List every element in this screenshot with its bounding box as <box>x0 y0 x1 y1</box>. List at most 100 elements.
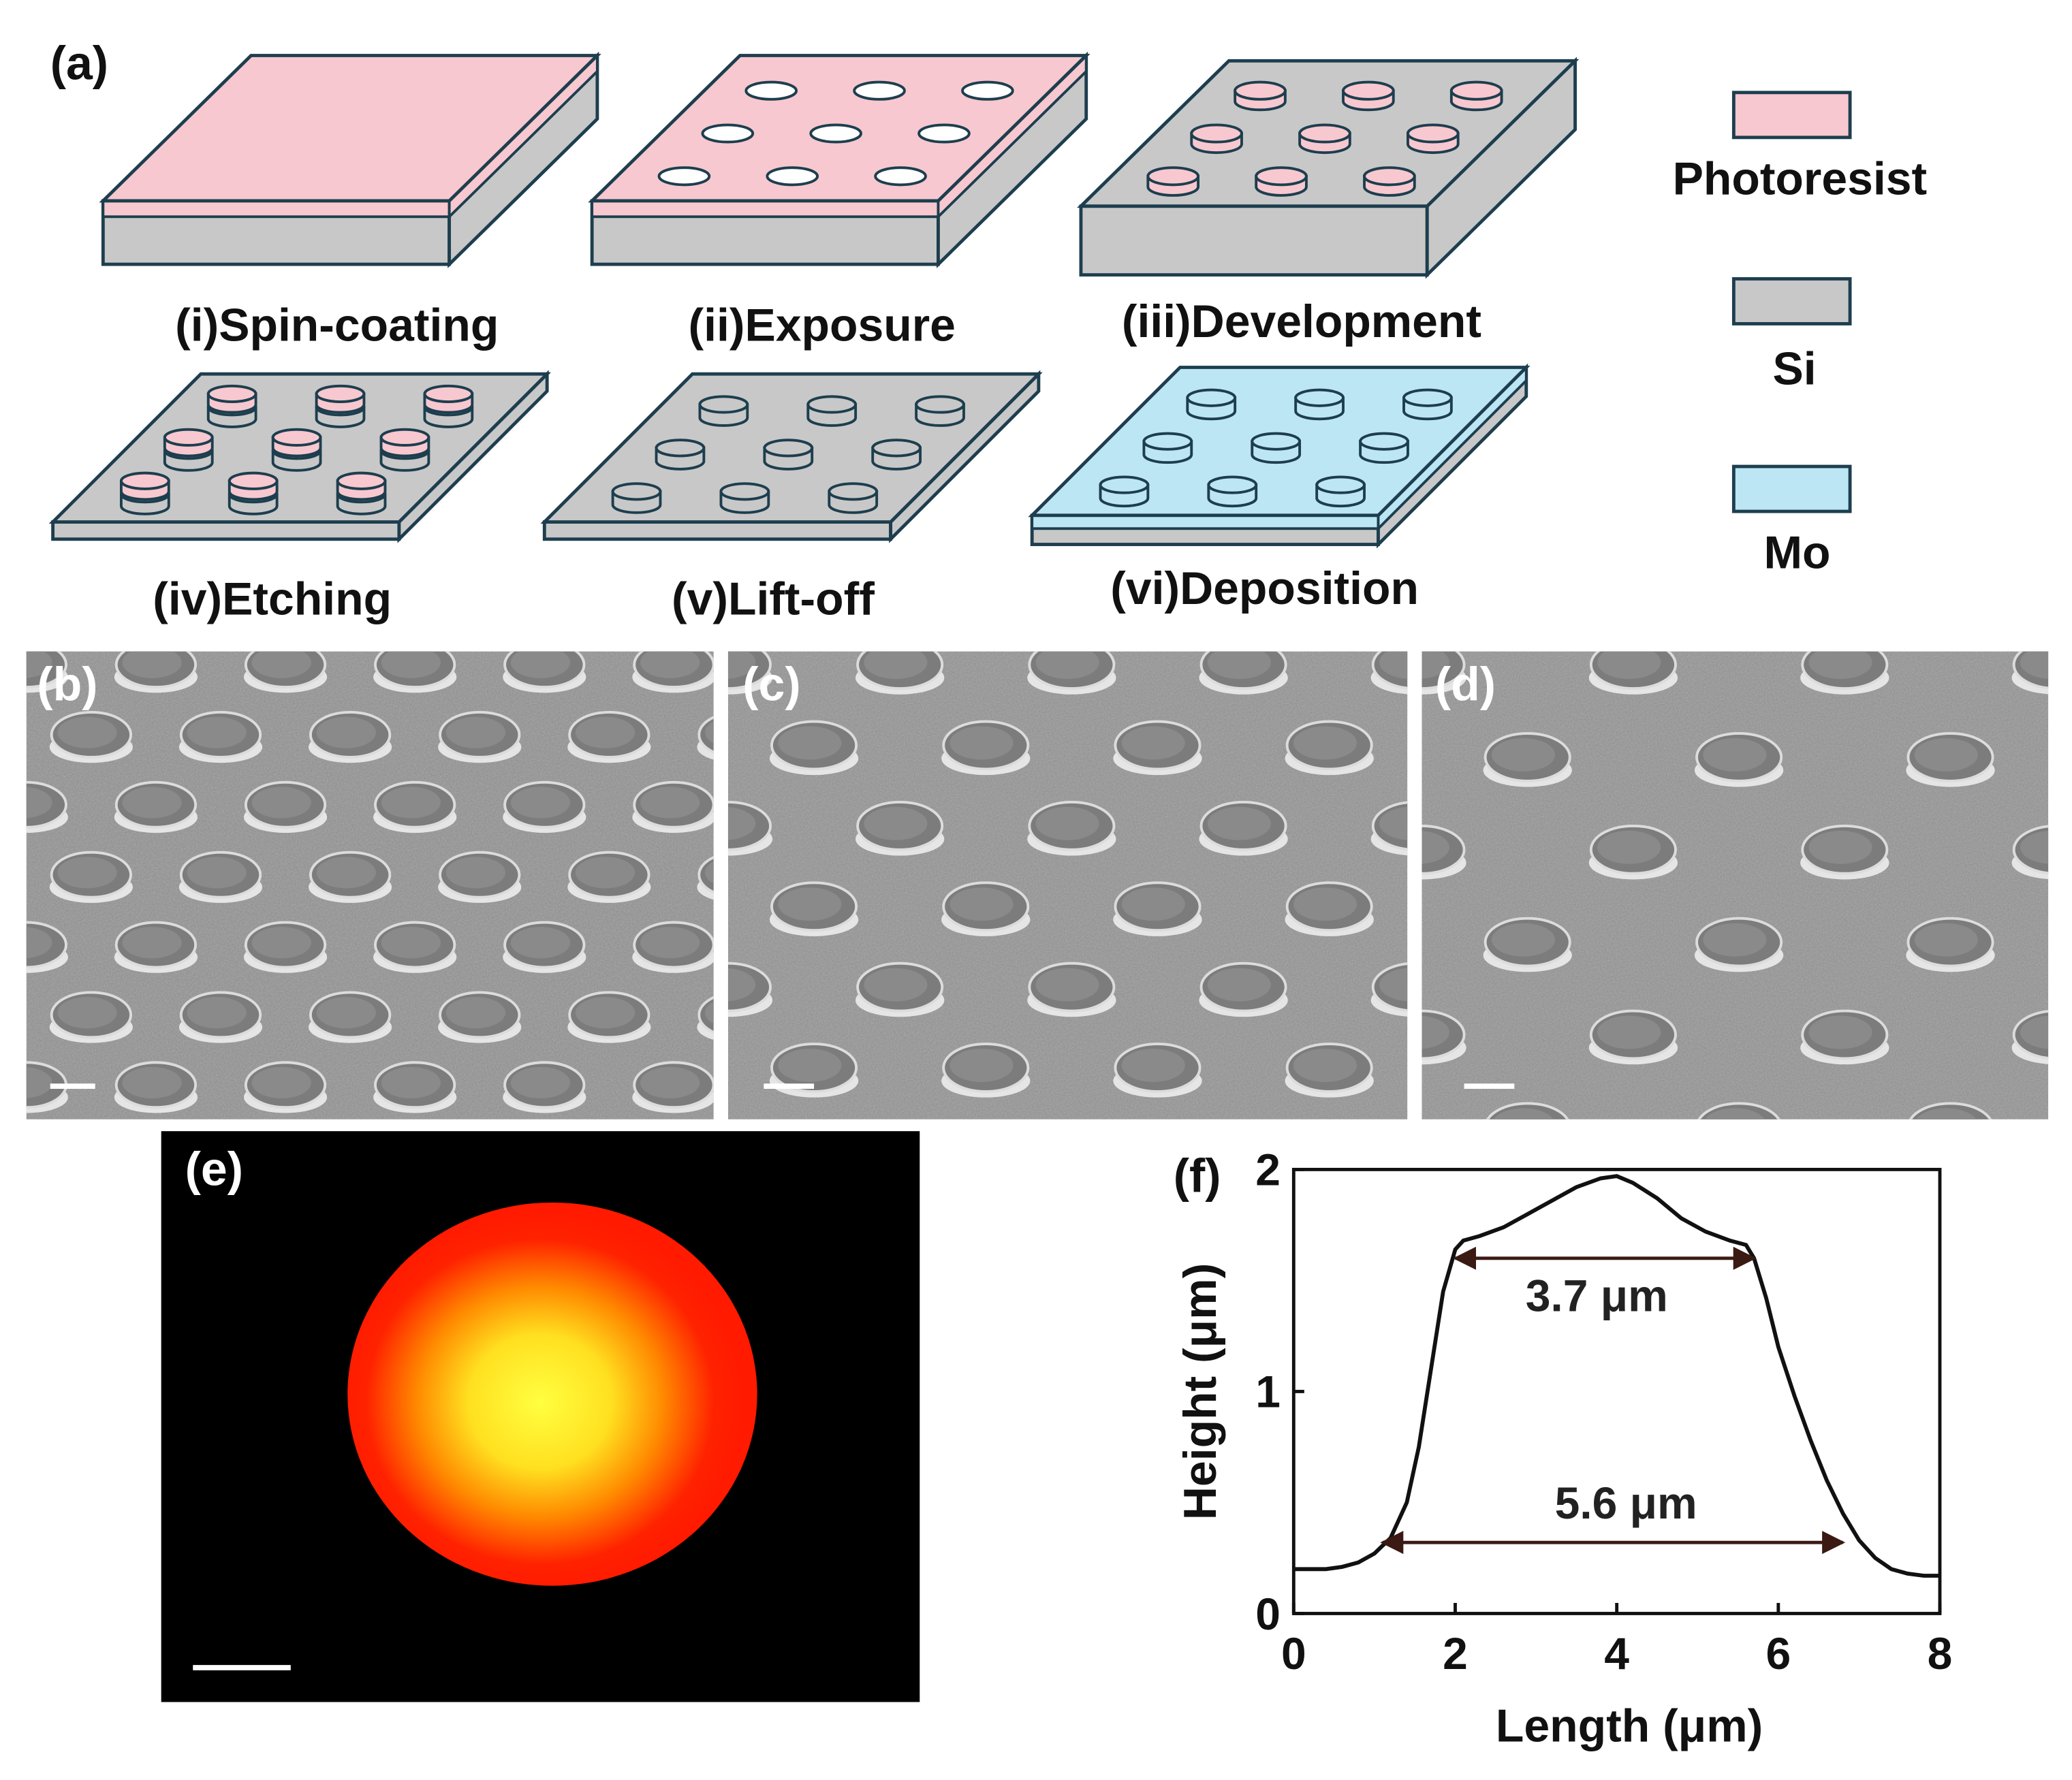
sem-pillar <box>49 851 133 903</box>
y-tick-label: 2 <box>1255 1145 1281 1195</box>
sem-pillar <box>1113 881 1202 936</box>
sem-pillar <box>26 780 68 833</box>
legend-label-photoresist: Photoresist <box>1673 153 1928 204</box>
exposed-hole <box>657 166 711 187</box>
sem-pillar <box>309 711 392 763</box>
si-pillar <box>698 395 749 427</box>
sem-pillar <box>2011 1010 2049 1064</box>
sem-pillar <box>1486 1102 1569 1119</box>
sem-pillar <box>1800 651 1889 695</box>
legend: Photoresist Si Mo <box>1673 91 1928 578</box>
legend-swatch-si <box>1731 277 1852 325</box>
film-front-face <box>1031 513 1380 530</box>
mo-pillar <box>1207 475 1258 508</box>
sem-pillar <box>632 651 714 693</box>
x-tick-label: 8 <box>1928 1628 1953 1679</box>
mo-pillar <box>1294 388 1345 421</box>
legend-swatch-mo <box>1731 464 1852 513</box>
panel-e-hotspot <box>347 1202 757 1586</box>
sem-pillar <box>1694 732 1784 787</box>
sem-pillar <box>1906 917 1995 972</box>
exposed-hole <box>701 123 755 144</box>
exposed-hole <box>744 80 798 101</box>
sem-pillar <box>26 921 68 973</box>
y-tick-label: 1 <box>1255 1367 1281 1417</box>
sem-pillar <box>769 881 859 936</box>
photoresist-pillar <box>1298 123 1351 154</box>
sem-pillar <box>309 991 392 1043</box>
exposed-hole <box>853 80 906 101</box>
sem-pillar <box>1199 801 1288 856</box>
sem-pillar <box>243 780 328 833</box>
sem-pillar <box>49 711 133 763</box>
sem-pillar <box>941 881 1031 936</box>
sem-pillar <box>567 851 651 903</box>
chart-series-line <box>1293 1174 1940 1578</box>
etched-pillar <box>227 471 279 515</box>
sem-pillar <box>2011 825 2049 880</box>
step-label-spin-coating: (i)Spin-coating <box>175 300 499 351</box>
exposed-hole <box>809 123 862 144</box>
exposed-hole <box>917 123 971 144</box>
panel-e-intensity-image: (e) <box>161 1131 920 1702</box>
step-label-deposition: (vi)Deposition <box>1110 563 1419 614</box>
sem-pillar <box>373 651 457 693</box>
chart-y-axis-label: Height (μm) <box>1175 1263 1226 1520</box>
x-tick-label: 2 <box>1443 1628 1468 1679</box>
sem-pillar <box>697 716 714 760</box>
mo-pillar <box>1099 475 1150 508</box>
sem-pillar <box>178 711 263 763</box>
sem-pillar <box>438 711 522 763</box>
panel-d-sem-image: (d) <box>1422 651 2049 1119</box>
annotation-label: 5.6 μm <box>1555 1478 1697 1528</box>
sem-pillar <box>178 991 263 1043</box>
photoresist-pillar <box>1146 166 1200 197</box>
sem-pillar <box>941 720 1031 776</box>
sem-pillar <box>727 961 773 1017</box>
panel-b-label: (b) <box>37 658 97 711</box>
step-lift-off-diagram <box>540 370 1043 543</box>
x-tick-label: 0 <box>1281 1628 1306 1679</box>
panel-f-label: (f) <box>1174 1149 1221 1202</box>
y-tick-label: 0 <box>1255 1589 1281 1639</box>
legend-swatch-photoresist <box>1731 91 1852 140</box>
mo-pillar <box>1359 432 1409 464</box>
sem-pillar <box>941 1043 1031 1098</box>
etched-pillar <box>423 384 474 428</box>
sem-pillar <box>1285 720 1374 776</box>
sem-pillar <box>26 1061 68 1113</box>
sem-pillar <box>1483 917 1572 972</box>
step-label-etching: (iv)Etching <box>153 573 392 624</box>
sem-pillar <box>438 991 522 1043</box>
sem-pillar <box>697 996 714 1040</box>
sem-pillar <box>697 856 714 900</box>
sem-pillar <box>632 780 714 833</box>
sem-pillar <box>727 801 773 856</box>
sem-pillar <box>1422 824 1466 880</box>
legend-label-mo: Mo <box>1763 527 1830 578</box>
annotation-label: 3.7 μm <box>1526 1270 1668 1320</box>
sem-pillar <box>1800 1009 1889 1065</box>
slab-front-face <box>1079 204 1429 277</box>
step-deposition-diagram <box>1028 363 1531 549</box>
sem-pillar <box>1113 720 1202 776</box>
sem-pillar <box>1588 824 1678 880</box>
sem-pillar <box>1694 917 1784 972</box>
mo-pillar <box>1251 432 1302 464</box>
si-pillar <box>719 482 770 514</box>
sem-pillar <box>632 1061 714 1113</box>
slab-top-face <box>99 54 601 203</box>
si-pillar <box>655 439 706 471</box>
panel-c-pillars <box>727 651 1408 1098</box>
step-label-exposure: (ii)Exposure <box>689 300 956 351</box>
sem-pillar <box>1285 881 1374 936</box>
panel-c-label: (c) <box>742 658 800 711</box>
sem-pillar <box>1370 962 1408 1017</box>
film-front-face <box>591 200 940 219</box>
sem-pillar <box>243 651 328 693</box>
sem-pillar <box>855 651 945 695</box>
sem-pillar <box>1370 801 1408 856</box>
sem-pillar <box>114 651 198 693</box>
step-label-lift-off: (v)Lift-off <box>672 573 875 624</box>
